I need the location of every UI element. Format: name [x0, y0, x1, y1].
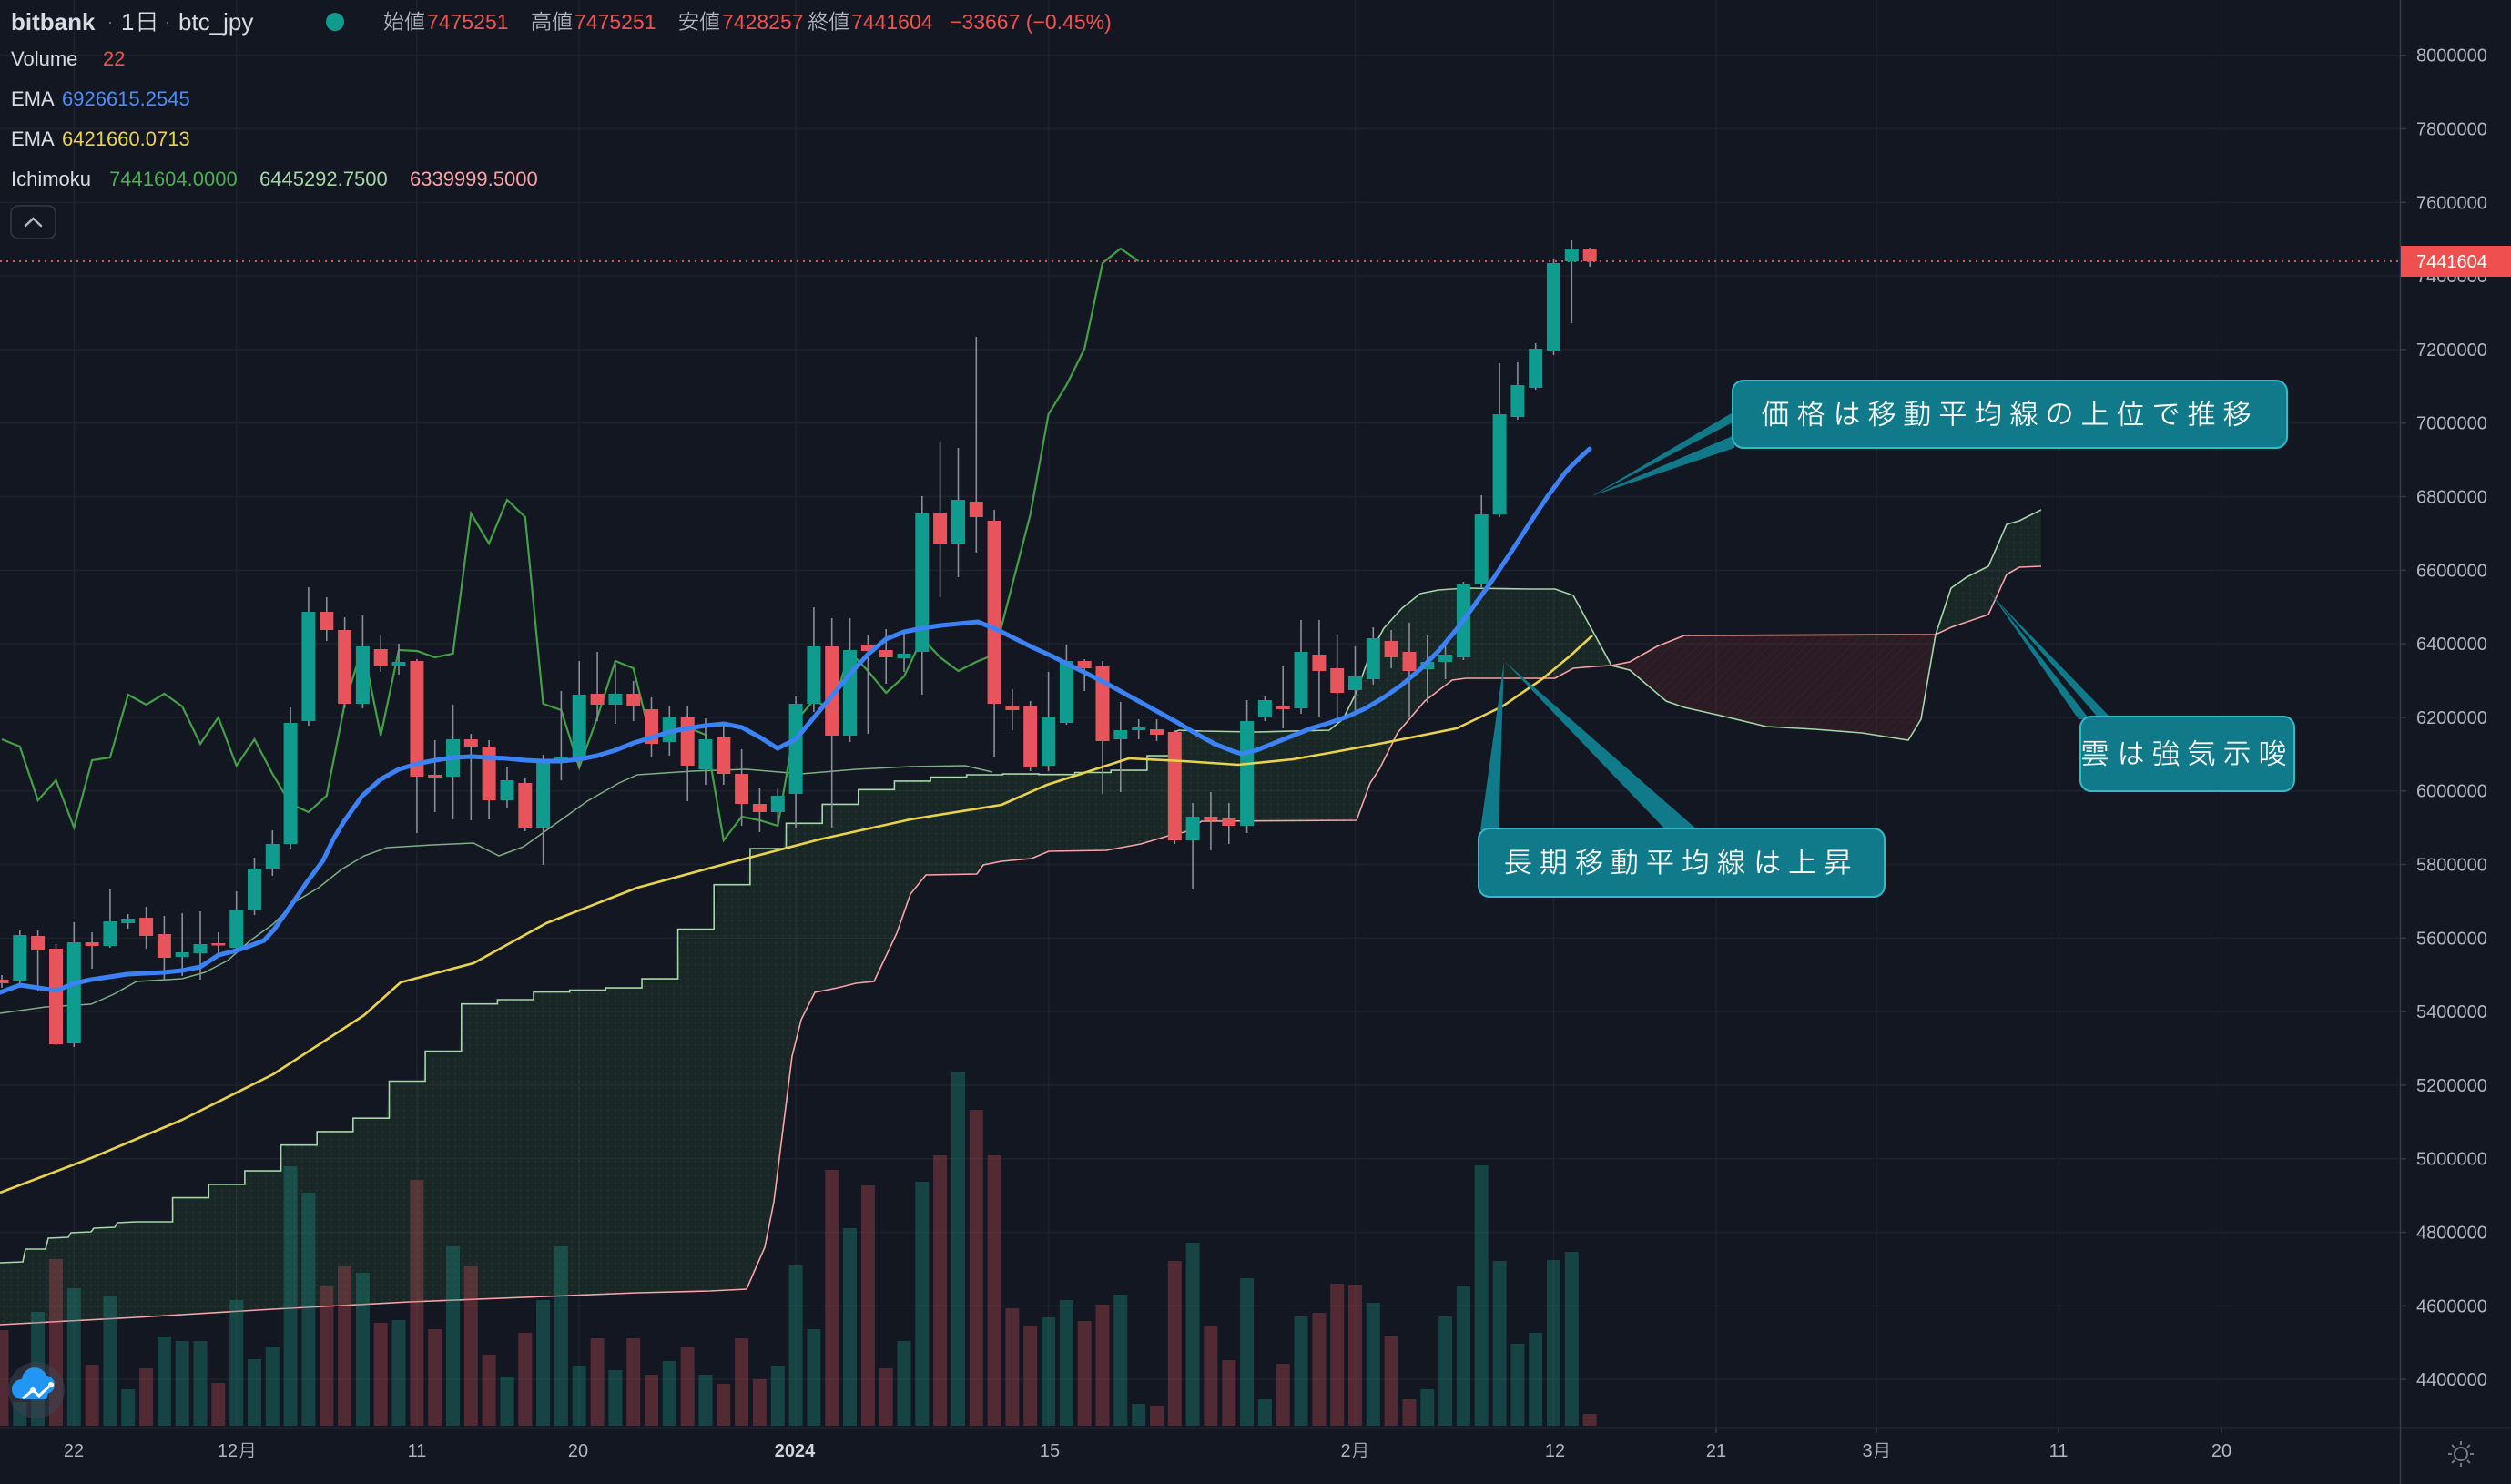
svg-text:6445292.7500: 6445292.7500 — [259, 168, 388, 190]
svg-text:22: 22 — [64, 1441, 84, 1461]
svg-text:21: 21 — [1706, 1441, 1726, 1461]
svg-text:6000000: 6000000 — [2416, 782, 2487, 802]
svg-text:6400000: 6400000 — [2416, 635, 2487, 655]
svg-text:7600000: 7600000 — [2416, 193, 2487, 213]
svg-text:7475251: 7475251 — [574, 10, 656, 34]
svg-text:4600000: 4600000 — [2416, 1296, 2487, 1316]
svg-text:7800000: 7800000 — [2416, 120, 2487, 140]
svg-text:11: 11 — [2049, 1441, 2069, 1461]
svg-text:5200000: 5200000 — [2416, 1076, 2487, 1096]
svg-text:3: 3 — [1862, 1441, 1872, 1461]
svg-text:12: 12 — [1545, 1441, 1565, 1461]
svg-text:2024: 2024 — [775, 1441, 816, 1461]
svg-text:8000000: 8000000 — [2416, 46, 2487, 66]
svg-text:7428257: 7428257 — [722, 10, 804, 34]
svg-text:6421660.0713: 6421660.0713 — [62, 127, 190, 150]
svg-text:·: · — [107, 13, 113, 31]
svg-text:EMA: EMA — [11, 127, 55, 150]
svg-text:15: 15 — [1040, 1441, 1060, 1461]
svg-text:5600000: 5600000 — [2416, 929, 2487, 949]
svg-text:7441604: 7441604 — [851, 10, 933, 34]
svg-text:4400000: 4400000 — [2416, 1370, 2487, 1390]
svg-text:20: 20 — [568, 1441, 588, 1461]
svg-text:−33667 (−0.45%): −33667 (−0.45%) — [950, 10, 1112, 34]
svg-text:EMA: EMA — [11, 87, 55, 110]
svg-text:6339999.5000: 6339999.5000 — [410, 168, 538, 190]
svg-text:7000000: 7000000 — [2416, 414, 2487, 434]
svg-text:1: 1 — [121, 8, 134, 36]
svg-text:6200000: 6200000 — [2416, 708, 2487, 728]
svg-text:7441604.0000: 7441604.0000 — [109, 168, 238, 190]
svg-text:bitbank: bitbank — [11, 8, 96, 36]
svg-text:7200000: 7200000 — [2416, 341, 2487, 361]
svg-text:6800000: 6800000 — [2416, 488, 2487, 508]
svg-text:2: 2 — [1340, 1441, 1350, 1461]
svg-text:5800000: 5800000 — [2416, 856, 2487, 876]
svg-text:Ichimoku: Ichimoku — [11, 168, 91, 190]
svg-text:20: 20 — [2211, 1441, 2231, 1461]
svg-text:7441604: 7441604 — [2416, 252, 2487, 272]
svg-text:22: 22 — [103, 47, 125, 70]
svg-text:5000000: 5000000 — [2416, 1150, 2487, 1170]
svg-text:6600000: 6600000 — [2416, 561, 2487, 581]
svg-text:4800000: 4800000 — [2416, 1224, 2487, 1244]
svg-text:6926615.2545: 6926615.2545 — [62, 87, 190, 110]
svg-text:11: 11 — [408, 1441, 427, 1461]
svg-text:7475251: 7475251 — [427, 10, 509, 34]
svg-text:5400000: 5400000 — [2416, 1002, 2487, 1022]
svg-text:btc_jpy: btc_jpy — [178, 8, 253, 36]
svg-text:Volume: Volume — [11, 47, 77, 70]
svg-text:·: · — [165, 13, 170, 31]
svg-text:12: 12 — [218, 1441, 238, 1461]
